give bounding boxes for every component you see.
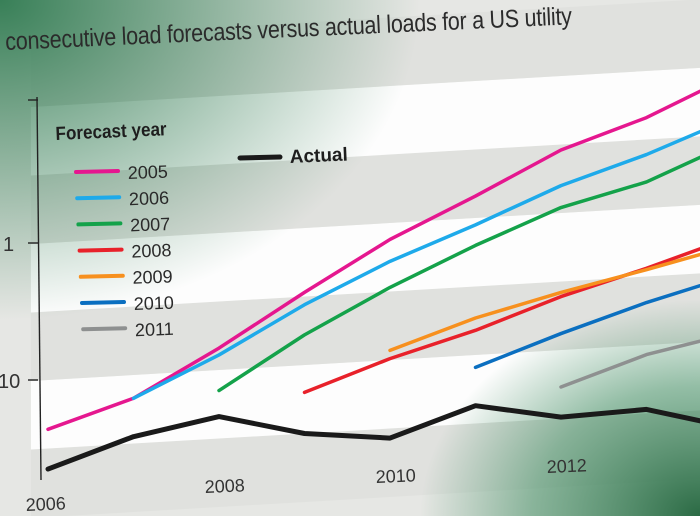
legend-label-2007: 2007 — [130, 214, 171, 235]
legend-label-2009: 2009 — [132, 266, 173, 287]
legend-swatch-actual — [237, 154, 283, 161]
x-tick-label: 2012 — [546, 455, 587, 477]
legend-swatch-2007 — [76, 221, 123, 227]
series-line-2007 — [217, 155, 700, 393]
legend-label-2006: 2006 — [129, 188, 170, 209]
x-tick-label: 2008 — [204, 475, 245, 497]
x-tick-label: 2010 — [375, 465, 416, 487]
y-axis-line — [36, 96, 42, 481]
legend-label-2010: 2010 — [133, 293, 174, 314]
green-vignette-top-left — [0, 0, 420, 320]
x-axis-ticks: 2006 2008 2010 2012 — [25, 455, 587, 515]
series-line-2011 — [559, 339, 700, 389]
y-tick-label: 10 — [0, 371, 20, 393]
y-tick-label: 1 — [3, 234, 14, 256]
series-line-2005 — [46, 89, 700, 432]
legend-swatch-2006 — [75, 195, 122, 201]
legend-label-2005: 2005 — [127, 162, 168, 183]
legend-swatch-2005 — [74, 169, 120, 174]
legend-label-2008: 2008 — [131, 240, 172, 261]
series-line-actual — [45, 403, 700, 472]
legend-title: Forecast year — [55, 118, 167, 144]
legend-swatch-2009 — [78, 273, 125, 279]
y-axis: 10 1 — [0, 96, 42, 481]
series-line-2008 — [302, 247, 700, 395]
legend-swatch-2008 — [77, 247, 124, 253]
legend-swatch-2011 — [81, 326, 128, 332]
legend-swatch-2010 — [80, 300, 126, 305]
series-line-2010 — [473, 283, 700, 370]
series-line-2009 — [388, 252, 700, 353]
x-tick-label: 2006 — [25, 493, 66, 515]
legend-label-actual: Actual — [289, 144, 348, 168]
series-lines — [45, 89, 700, 472]
legend: Forecast year 2005 2006 2007 2008 2009 2010 20… — [55, 118, 348, 340]
series-line-2006 — [131, 129, 700, 401]
legend-label-2011: 2011 — [135, 319, 174, 340]
